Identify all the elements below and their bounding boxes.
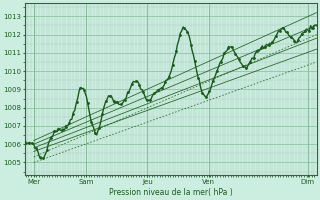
X-axis label: Pression niveau de la mer( hPa ): Pression niveau de la mer( hPa )	[109, 188, 233, 197]
